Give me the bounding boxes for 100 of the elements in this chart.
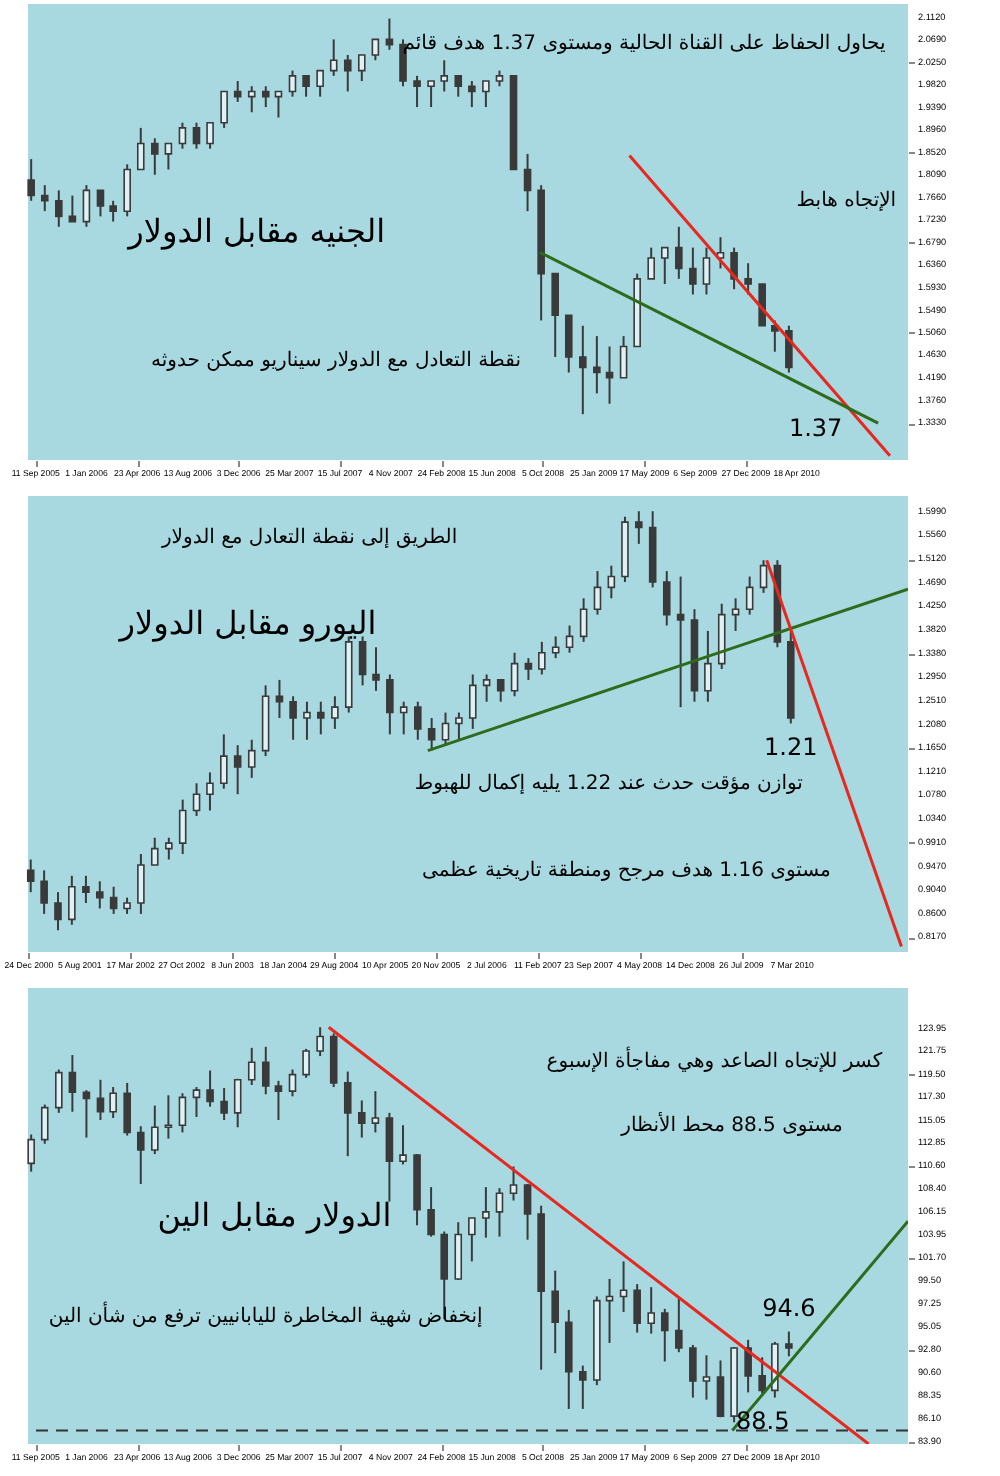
candlestick [40,1103,49,1145]
candlestick [331,695,339,730]
candlestick [82,184,91,228]
candlestick [372,646,380,692]
candlestick [329,38,338,77]
candlestick [303,700,311,741]
candlestick [123,163,131,218]
candlestick [371,1090,380,1134]
candlestick [40,869,48,915]
candlestick [26,858,35,894]
candlestick [206,121,214,150]
candlestick [329,1032,338,1089]
annotation: مستوى 88.5 محط الأنظار [619,1110,843,1137]
candlestick [54,891,62,932]
candlestick [619,335,628,379]
candlestick [759,559,768,594]
candlestick [288,1068,297,1098]
candlestick [343,1070,352,1158]
candlestick [551,635,560,660]
candlestick [247,1046,256,1086]
annotation: الطريق إلى نقطة التعادل مع الدولار [159,527,458,550]
candlestick [716,1359,725,1419]
candlestick [427,717,436,752]
candlestick [744,262,752,296]
annotation: الجنيه مقابل الدولار [126,212,386,250]
annotation: كسر للإتجاه الصاعد وهي مفاجأة الإسبوع [546,1044,883,1073]
candlestick [730,246,738,291]
candlestick [482,80,490,109]
candlestick [151,1104,159,1156]
candlestick [164,1094,173,1140]
candlestick [745,575,754,616]
candlestick [109,885,118,915]
candlestick [247,85,256,114]
candlestick [192,782,201,817]
candlestick [510,651,519,698]
candlestick [495,1187,504,1238]
candlestick [538,640,546,676]
candlestick [82,1089,91,1139]
candlestick [660,246,669,286]
candlestick [55,1068,63,1114]
candlestick [109,1086,117,1119]
candlestick [660,1307,669,1363]
candlestick [758,1356,766,1395]
candlestick [564,314,573,374]
candlestick [675,225,683,280]
candlestick [317,700,325,736]
candlestick [27,1133,35,1173]
candlestick [261,85,270,109]
candlestick [302,74,310,98]
candlestick [247,738,256,779]
candlestick [607,564,616,600]
candlestick [164,142,173,171]
candlestick [165,836,173,861]
candlestick [178,1092,187,1134]
candlestick [68,1054,77,1113]
annotation: 1.21 [764,733,818,762]
annotation: اليورو مقابل الدولار [117,603,377,642]
candlestick [316,1026,324,1058]
candlestick [565,624,574,654]
candlestick [455,711,463,741]
candlestick [633,1283,641,1334]
candlestick [744,1338,752,1394]
candlestick [704,629,712,703]
candlestick [40,184,49,213]
candlestick [150,836,159,866]
candlestick [689,1343,697,1399]
candlestick [96,1078,105,1122]
candlestick [109,199,117,223]
annotation: يحاول الحفاظ على القناة الحالية ومستوى 1.37 هدف قائم [402,32,886,55]
candlestick [136,1125,145,1186]
annotation: 1.37 [788,414,843,443]
candlestick [399,1124,407,1166]
candlestick [206,1069,214,1108]
candlestick [509,1165,518,1202]
candlestick [551,1269,559,1355]
candlestick [82,874,90,905]
candlestick [689,246,697,296]
candlestick [771,319,779,353]
candlestick [206,771,214,812]
candlestick [178,798,187,856]
annotation: إنخفاض شهية المخاطرة لليابانيين ترفع من شأن الين [48,1300,483,1329]
candlestick [468,673,477,730]
candlestick [662,570,671,627]
candlestick [288,69,297,98]
candlestick [579,1364,587,1410]
candlestick [371,38,380,62]
candlestick [676,575,685,709]
candlestick [274,1079,283,1122]
candlestick [454,1221,463,1281]
candlestick [427,1186,435,1238]
candlestick [524,657,533,681]
annotation: نقطة التعادل مع الدولار سيناريو ممكن حدوثه [151,349,521,372]
candlestick [192,1086,201,1118]
candlestick [579,324,587,416]
candlestick [675,1297,683,1354]
candlestick [785,1330,793,1358]
candlestick [220,733,228,790]
candlestick [702,1354,711,1401]
candlestick [27,158,35,202]
candlestick [386,673,394,736]
